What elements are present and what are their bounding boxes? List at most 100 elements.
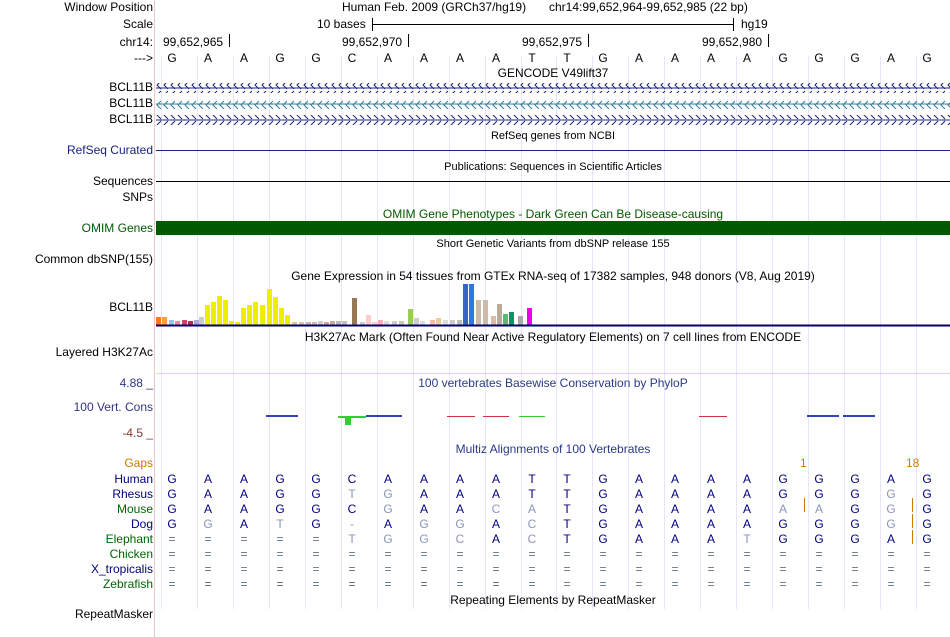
alignment-base: T: [271, 517, 289, 531]
sequence-base: T: [558, 51, 576, 65]
gencode-transcripts[interactable]: [156, 80, 950, 126]
alignment-base: A: [487, 532, 505, 546]
gencode-row-label[interactable]: BCL11B: [109, 80, 153, 94]
transcript-strand-arrows: [156, 99, 950, 109]
alignment-base: =: [630, 547, 648, 561]
transcript-strand-arrows: [156, 115, 950, 125]
sequence-base: G: [774, 51, 792, 65]
alignment-base: T: [738, 532, 756, 546]
species-label[interactable]: Elephant: [106, 532, 153, 546]
h3k27ac-title[interactable]: H3K27Ac Mark (Often Found Near Active Re…: [156, 330, 950, 344]
alignment-base: A: [702, 472, 720, 486]
alignment-base: A: [882, 532, 900, 546]
dbsnp-label[interactable]: Common dbSNP(155): [35, 252, 153, 266]
alignment-base: =: [630, 577, 648, 591]
alignment-base: A: [702, 517, 720, 531]
conservation-signal[interactable]: [156, 410, 950, 428]
alignment-base: A: [487, 487, 505, 501]
omim-title[interactable]: OMIM Gene Phenotypes - Dark Green Can Be…: [156, 207, 950, 221]
alignment-base: A: [738, 487, 756, 501]
sequence-base: G: [918, 51, 936, 65]
omim-label[interactable]: OMIM Genes: [82, 221, 153, 235]
species-label[interactable]: Chicken: [110, 547, 153, 561]
alignment-base: A: [702, 502, 720, 516]
alignment-base: =: [343, 577, 361, 591]
species-label[interactable]: Zebrafish: [103, 577, 153, 591]
window-range[interactable]: chr14:99,652,964-99,652,985 (22 bp): [549, 0, 748, 14]
publications-title[interactable]: Publications: Sequences in Scientific Ar…: [156, 161, 950, 173]
gtex-tissue-bar: [188, 321, 193, 325]
alignment-base: =: [379, 547, 397, 561]
repeatmasker-title[interactable]: Repeating Elements by RepeatMasker: [156, 593, 950, 607]
multiz-title[interactable]: Multiz Alignments of 100 Vertebrates: [156, 442, 950, 456]
alignment-base: A: [415, 472, 433, 486]
sequence-base: A: [630, 51, 648, 65]
gtex-tissue-bar: [366, 315, 371, 325]
dbsnp-title[interactable]: Short Genetic Variants from dbSNP releas…: [156, 238, 950, 250]
species-label[interactable]: X_tropicalis: [91, 562, 153, 576]
alignment-base: =: [702, 577, 720, 591]
species-label[interactable]: Mouse: [117, 502, 153, 516]
species-label[interactable]: Dog: [131, 517, 153, 531]
alignment-base: =: [882, 562, 900, 576]
gtex-title[interactable]: Gene Expression in 54 tissues from GTEx …: [156, 269, 950, 283]
gtex-tissue-bar: [450, 320, 455, 325]
h3k27ac-baseline: [156, 373, 950, 374]
alignment-base: =: [594, 547, 612, 561]
publications-line[interactable]: [156, 181, 950, 182]
alignment-base: A: [630, 532, 648, 546]
alignment-base: G: [774, 487, 792, 501]
alignment-base: T: [343, 487, 361, 501]
sequence-base: A: [666, 51, 684, 65]
position-tick-mark: [768, 34, 769, 47]
sequence-base: T: [523, 51, 541, 65]
gtex-tissue-bar: [241, 308, 246, 325]
gaps-label[interactable]: Gaps: [124, 456, 153, 470]
alignment-base: =: [487, 577, 505, 591]
gencode-row-label[interactable]: BCL11B: [109, 112, 153, 126]
alignment-base: =: [523, 562, 541, 576]
alignment-base: G: [163, 517, 181, 531]
gtex-tissue-bar: [229, 321, 234, 325]
gtex-tissue-bar: [223, 300, 228, 325]
omim-gene-bar[interactable]: [156, 221, 950, 235]
refseq-gene-line[interactable]: [156, 150, 950, 151]
alignment-base: G: [882, 487, 900, 501]
publications-label[interactable]: Sequences: [93, 174, 153, 188]
alignment-base: G: [271, 472, 289, 486]
gtex-label[interactable]: BCL11B: [109, 300, 153, 314]
chrom-label: chr14:: [120, 35, 153, 49]
sequence-base: G: [810, 51, 828, 65]
phylop-score-bar: [345, 418, 351, 425]
alignment-base: G: [846, 472, 864, 486]
gencode-row-label[interactable]: BCL11B: [109, 96, 153, 110]
alignment-base: =: [451, 577, 469, 591]
window-position-label: Window Position: [64, 0, 153, 14]
gencode-title[interactable]: GENCODE V49lift37: [156, 66, 950, 80]
alignment-base: G: [810, 487, 828, 501]
alignment-base: =: [271, 532, 289, 546]
refseq-label[interactable]: RefSeq Curated: [67, 143, 153, 157]
gtex-tissue-bar: [430, 320, 435, 325]
alignment-base: T: [523, 487, 541, 501]
gtex-tissue-bar: [378, 320, 383, 325]
h3k27ac-label[interactable]: Layered H3K27Ac: [56, 345, 153, 359]
alignment-base: =: [271, 577, 289, 591]
gtex-tissue-bar: [182, 320, 187, 325]
alignment-base: G: [918, 517, 936, 531]
alignment-base: A: [738, 502, 756, 516]
species-label[interactable]: Human: [114, 472, 153, 486]
gtex-tissue-bar: [194, 320, 199, 325]
insertion-marker: [912, 498, 913, 512]
conservation-title[interactable]: 100 vertebrates Basewise Conservation by…: [156, 376, 950, 390]
sequence-base: A: [451, 51, 469, 65]
gtex-expression-bars[interactable]: [156, 284, 950, 327]
alignment-base: A: [199, 472, 217, 486]
species-label[interactable]: Rhesus: [112, 487, 153, 501]
alignment-base: G: [307, 487, 325, 501]
conservation-label[interactable]: 100 Vert. Cons: [74, 400, 153, 414]
snps-label[interactable]: SNPs: [122, 190, 153, 204]
repeatmasker-label[interactable]: RepeatMasker: [75, 607, 153, 621]
alignment-base: G: [594, 487, 612, 501]
refseq-title[interactable]: RefSeq genes from NCBI: [156, 130, 950, 142]
